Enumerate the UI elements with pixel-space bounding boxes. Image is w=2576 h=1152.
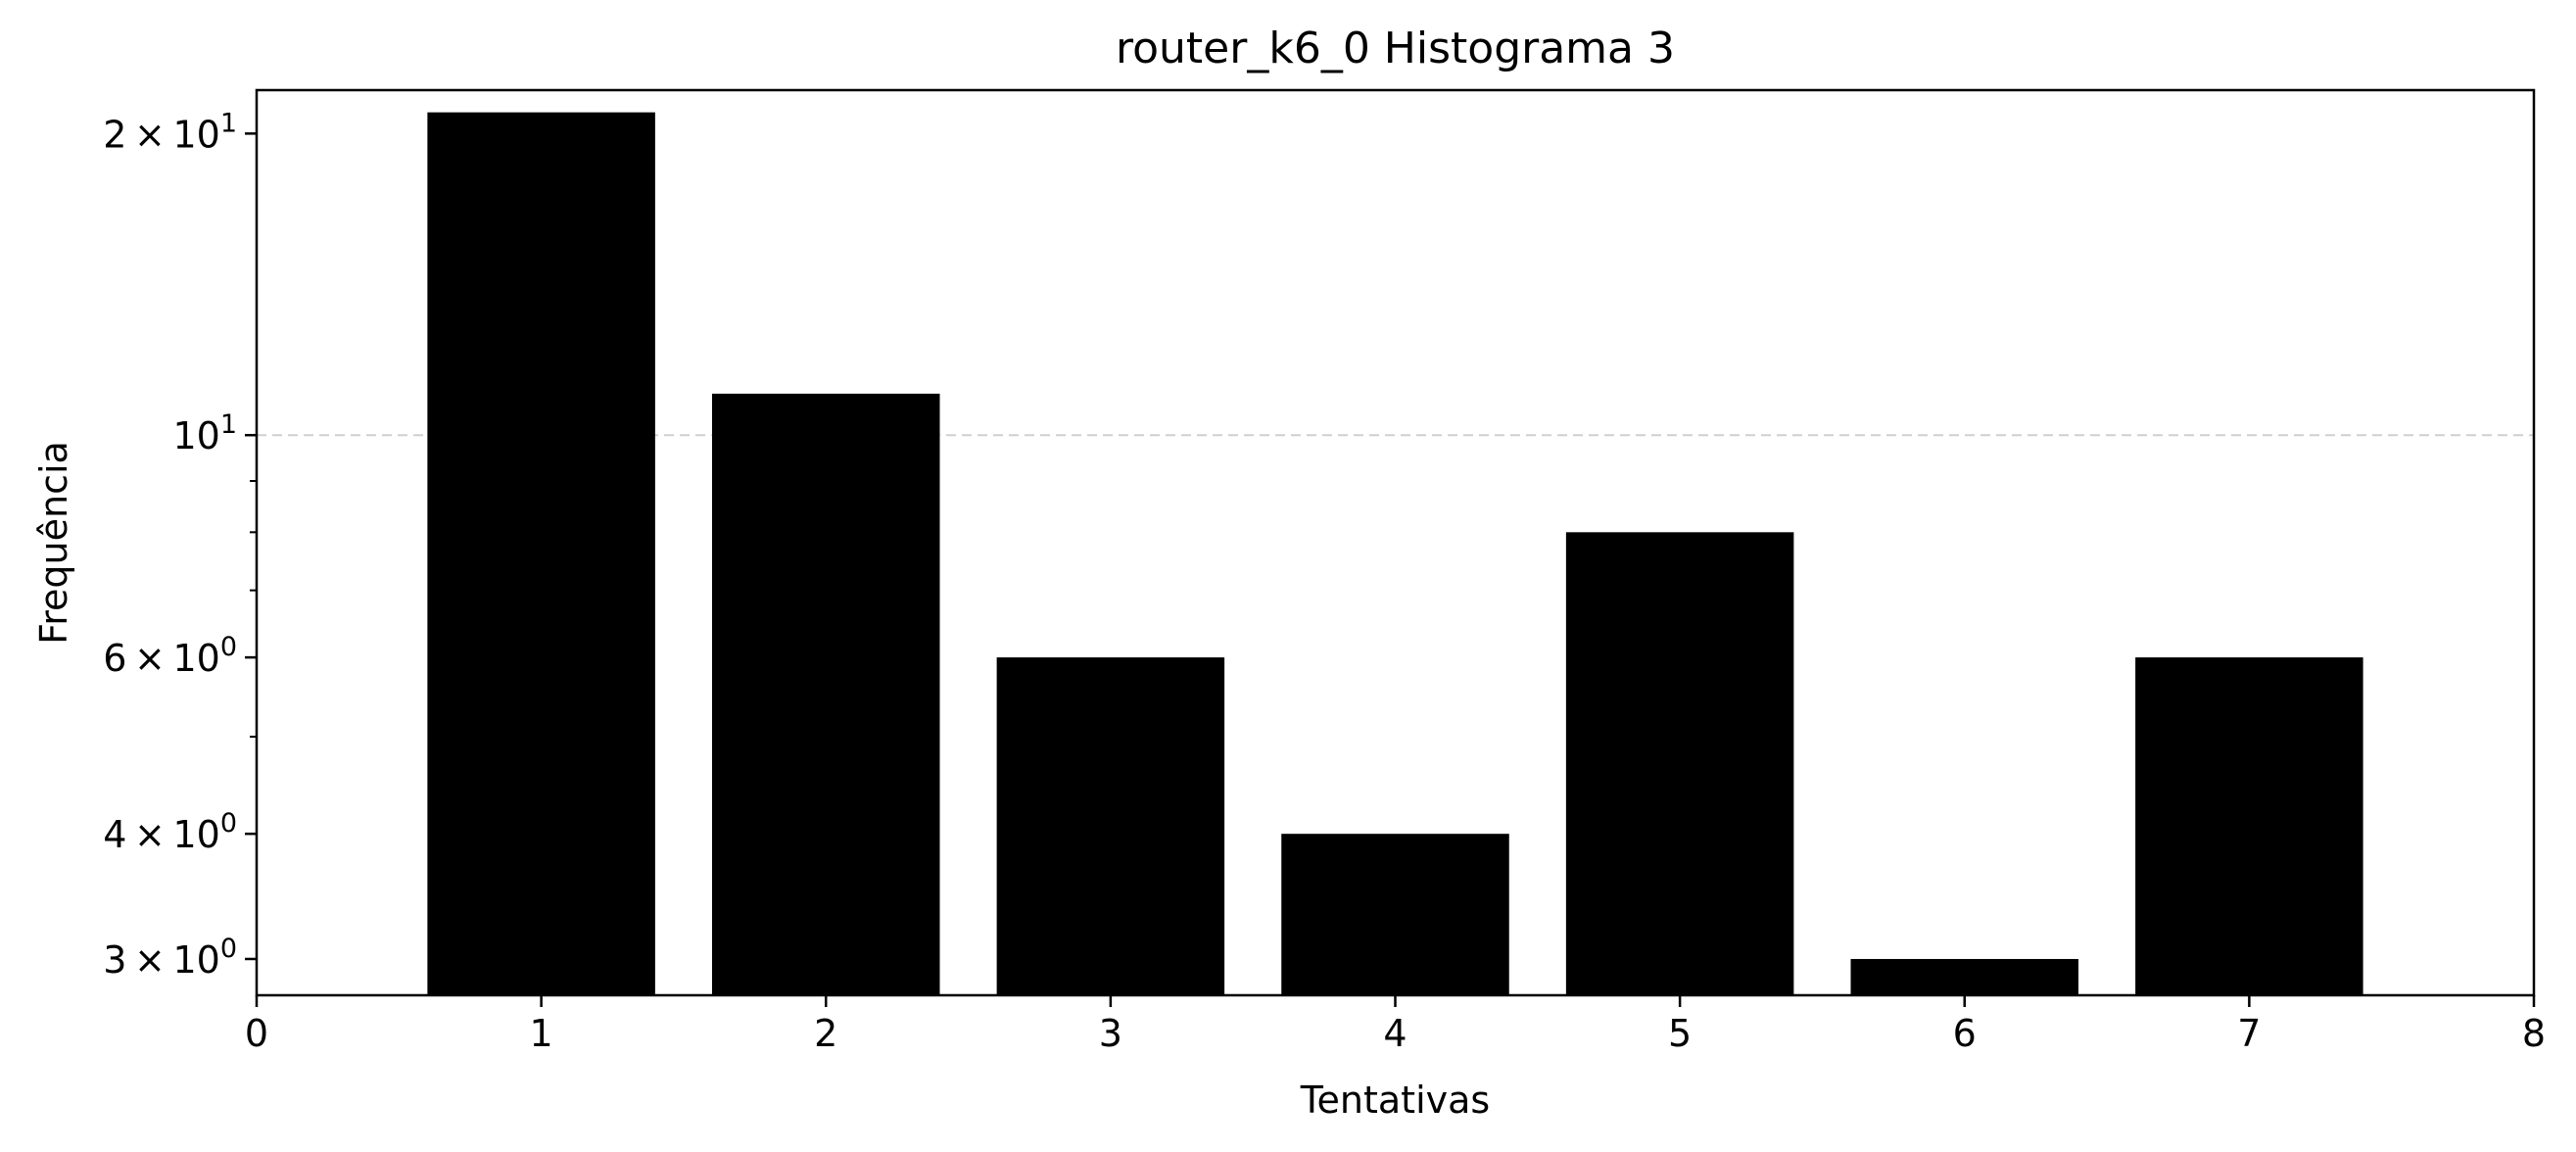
x-tick-label-1: 1 bbox=[530, 1012, 553, 1055]
y-tick-label-3: 3 × 100 bbox=[103, 934, 237, 982]
x-tick-label-4: 4 bbox=[1383, 1012, 1407, 1055]
bar-2 bbox=[712, 393, 940, 996]
y-tick-label-4: 4 × 100 bbox=[103, 808, 237, 856]
x-tick-label-2: 2 bbox=[814, 1012, 837, 1055]
x-tick-label-3: 3 bbox=[1099, 1012, 1122, 1055]
y-axis-label: Frequência bbox=[32, 441, 75, 645]
chart-title: router_k6_0 Histograma 3 bbox=[1116, 24, 1675, 73]
y-tick-label-20: 2 × 101 bbox=[103, 108, 237, 156]
bars bbox=[427, 112, 2363, 996]
bar-5 bbox=[1565, 532, 1794, 995]
bar-6 bbox=[1850, 958, 2078, 995]
x-tick-label-8: 8 bbox=[2522, 1012, 2546, 1055]
x-axis-label: Tentativas bbox=[1300, 1079, 1490, 1122]
axis-ticks: 0 1 2 3 4 5 6 7 8 2 × 101 101 6 × 100 4 × 100 3 × 100 bbox=[103, 108, 2546, 1055]
x-tick-label-0: 0 bbox=[245, 1012, 268, 1055]
y-tick-label-6: 6 × 100 bbox=[103, 632, 237, 680]
bar-3 bbox=[996, 657, 1225, 995]
y-tick-label-10: 101 bbox=[172, 409, 237, 457]
x-tick-label-5: 5 bbox=[1668, 1012, 1692, 1055]
x-tick-label-6: 6 bbox=[1953, 1012, 1977, 1055]
x-tick-label-7: 7 bbox=[2237, 1012, 2261, 1055]
bar-1 bbox=[427, 112, 655, 995]
bar-4 bbox=[1281, 834, 1509, 995]
bar-7 bbox=[2135, 657, 2363, 995]
